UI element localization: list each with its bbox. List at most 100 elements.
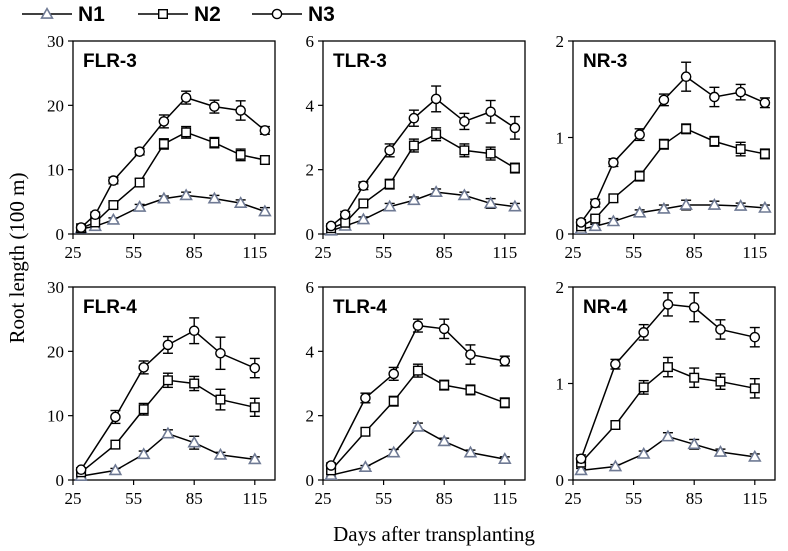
data-point	[608, 157, 619, 168]
panel-nr-4: 0 1 2 25 55 85 115 NR-4	[556, 278, 776, 508]
data-point	[249, 402, 260, 413]
panel-flr-3: 0 10 20 30 25 55 85 115 FLR-3	[47, 32, 276, 262]
data-point	[108, 175, 119, 186]
data-point	[508, 199, 522, 212]
data-point	[498, 452, 512, 464]
y-tick-label: 1	[556, 129, 565, 148]
panel-frame	[72, 286, 276, 481]
data-point	[258, 204, 272, 217]
series-n1	[574, 198, 772, 235]
series-n1	[574, 429, 762, 476]
data-point	[634, 129, 645, 140]
data-point	[259, 125, 271, 136]
panel-title: FLR-3	[83, 51, 137, 72]
data-point	[407, 193, 421, 206]
legend-entry-n3: N3	[252, 3, 335, 26]
data-point	[632, 205, 647, 218]
data-point	[209, 101, 220, 112]
data-point	[411, 419, 425, 432]
data-point	[437, 434, 451, 447]
data-point	[188, 325, 200, 337]
data-point	[658, 139, 669, 150]
legend-label: N2	[194, 3, 221, 26]
data-point	[187, 435, 201, 448]
data-point	[388, 368, 400, 380]
data-point	[608, 459, 623, 472]
data-point	[485, 148, 496, 159]
y-tick-label: 6	[306, 32, 315, 51]
x-tick-label: 25	[65, 489, 82, 508]
data-point	[360, 392, 371, 404]
x-tick-label: 25	[565, 489, 582, 508]
data-point	[134, 146, 145, 157]
panel-frame	[72, 40, 276, 235]
x-tick-label: 85	[686, 243, 703, 262]
x-tick-label: 25	[65, 243, 82, 262]
panel-tlr-3: 0 2 4 6 25 55 85 115 TLR-3	[306, 32, 526, 262]
panel-title: TLR-4	[333, 297, 387, 318]
data-point	[713, 445, 728, 457]
panel-title: FLR-4	[83, 297, 137, 318]
data-point	[638, 382, 649, 393]
data-point	[162, 339, 174, 351]
data-point	[707, 198, 722, 210]
y-tick-label: 2	[306, 407, 315, 426]
data-point	[235, 149, 246, 160]
series-n2	[76, 125, 270, 234]
data-point	[110, 411, 121, 423]
data-point	[325, 460, 337, 471]
y-tick-label: 4	[306, 342, 315, 361]
data-point	[735, 86, 746, 98]
data-point	[715, 324, 726, 335]
series-n1	[324, 185, 522, 236]
data-point	[108, 463, 123, 476]
data-point	[715, 376, 726, 387]
data-point	[681, 123, 692, 134]
data-point	[215, 347, 226, 359]
data-point	[610, 419, 621, 430]
data-point	[259, 155, 270, 166]
data-point	[749, 383, 760, 394]
data-point	[662, 362, 673, 373]
data-point	[75, 222, 87, 233]
x-tick-label: 115	[492, 489, 517, 508]
data-point	[709, 136, 720, 147]
series-n2	[326, 127, 520, 234]
data-point	[634, 171, 645, 182]
data-point	[138, 362, 149, 373]
data-point	[658, 94, 670, 106]
data-point	[439, 380, 450, 391]
series-n3	[75, 90, 271, 233]
data-point	[735, 144, 746, 155]
x-tick-label: 55	[375, 243, 392, 262]
data-point	[382, 199, 397, 212]
data-point	[209, 137, 220, 148]
data-point	[388, 396, 399, 407]
series-n1	[74, 426, 262, 481]
series-line	[80, 379, 255, 473]
data-point	[158, 138, 169, 149]
series-line	[580, 435, 755, 472]
x-tick-label: 115	[242, 489, 267, 508]
y-tick-label: 10	[47, 407, 64, 426]
data-point	[339, 209, 351, 220]
y-tick-label: 0	[306, 225, 315, 244]
data-point	[384, 145, 395, 156]
data-point	[457, 188, 472, 201]
legend-marker-circle	[271, 8, 283, 20]
series-n3	[325, 85, 521, 232]
data-point	[509, 163, 520, 174]
x-tick-label: 55	[625, 489, 642, 508]
data-point	[89, 209, 101, 220]
legend-entry-n2: N2	[138, 3, 221, 26]
y-tick-label: 30	[47, 278, 64, 297]
data-point	[110, 439, 121, 450]
data-point	[689, 372, 700, 383]
data-point	[661, 429, 675, 442]
data-point	[590, 213, 601, 224]
x-tick-label: 115	[742, 243, 767, 262]
data-point	[180, 92, 192, 103]
data-point	[759, 148, 770, 159]
y-tick-label: 0	[306, 471, 315, 490]
series-line	[80, 432, 255, 477]
